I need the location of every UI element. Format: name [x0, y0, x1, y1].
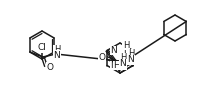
- Text: N: N: [128, 55, 134, 64]
- Text: N: N: [110, 46, 117, 55]
- Text: H: H: [120, 53, 126, 62]
- Text: H: H: [123, 41, 129, 50]
- Text: H: H: [128, 50, 134, 58]
- Text: N: N: [123, 46, 130, 55]
- Text: HO: HO: [113, 61, 127, 70]
- Text: Cl: Cl: [38, 44, 46, 53]
- Text: N: N: [120, 59, 126, 68]
- Text: N: N: [110, 61, 117, 70]
- Text: O: O: [98, 53, 106, 63]
- Text: N: N: [54, 50, 60, 60]
- Text: HO: HO: [113, 61, 127, 70]
- Text: O: O: [46, 63, 53, 72]
- Text: H: H: [54, 45, 60, 55]
